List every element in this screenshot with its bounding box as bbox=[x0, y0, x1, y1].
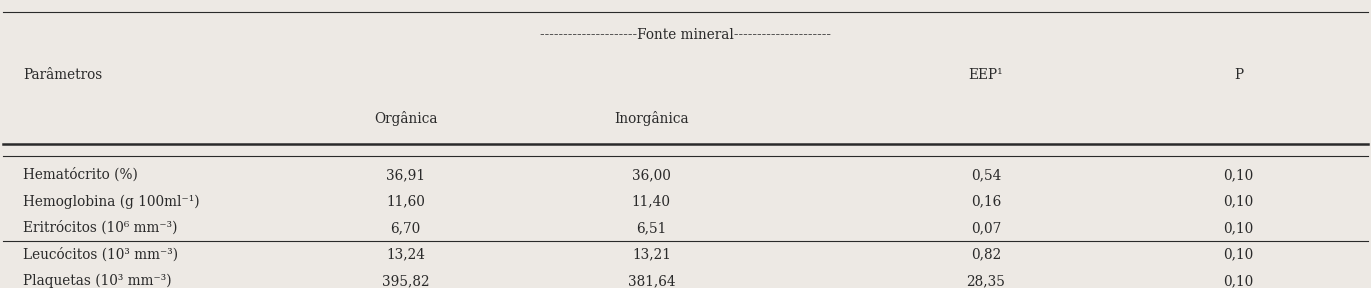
Text: Inorgânica: Inorgânica bbox=[614, 111, 688, 126]
Text: Hemoglobina (g 100ml⁻¹): Hemoglobina (g 100ml⁻¹) bbox=[23, 194, 200, 209]
Text: Eritrócitos (10⁶ mm⁻³): Eritrócitos (10⁶ mm⁻³) bbox=[23, 221, 178, 235]
Text: 395,82: 395,82 bbox=[381, 274, 429, 288]
Text: 13,21: 13,21 bbox=[632, 247, 670, 262]
Text: 6,51: 6,51 bbox=[636, 221, 666, 235]
Text: P: P bbox=[1234, 68, 1243, 82]
Text: 0,16: 0,16 bbox=[971, 194, 1001, 209]
Text: 0,10: 0,10 bbox=[1223, 247, 1253, 262]
Text: 11,40: 11,40 bbox=[632, 194, 670, 209]
Text: 28,35: 28,35 bbox=[967, 274, 1005, 288]
Text: Parâmetros: Parâmetros bbox=[23, 68, 103, 82]
Text: 36,91: 36,91 bbox=[387, 168, 425, 182]
Text: Leucócitos (10³ mm⁻³): Leucócitos (10³ mm⁻³) bbox=[23, 247, 178, 262]
Text: Orgânica: Orgânica bbox=[374, 111, 437, 126]
Text: 0,10: 0,10 bbox=[1223, 194, 1253, 209]
Text: 0,82: 0,82 bbox=[971, 247, 1001, 262]
Text: 0,07: 0,07 bbox=[971, 221, 1001, 235]
Text: 381,64: 381,64 bbox=[628, 274, 675, 288]
Text: 0,10: 0,10 bbox=[1223, 221, 1253, 235]
Text: 0,54: 0,54 bbox=[971, 168, 1001, 182]
Text: 6,70: 6,70 bbox=[391, 221, 421, 235]
Text: EEP¹: EEP¹ bbox=[968, 68, 1004, 82]
Text: Plaquetas (10³ mm⁻³): Plaquetas (10³ mm⁻³) bbox=[23, 274, 171, 288]
Text: Hematócrito (%): Hematócrito (%) bbox=[23, 168, 138, 182]
Text: 0,10: 0,10 bbox=[1223, 168, 1253, 182]
Text: ---------------------Fonte mineral---------------------: ---------------------Fonte mineral------… bbox=[540, 28, 831, 42]
Text: 13,24: 13,24 bbox=[387, 247, 425, 262]
Text: 0,10: 0,10 bbox=[1223, 274, 1253, 288]
Text: 11,60: 11,60 bbox=[387, 194, 425, 209]
Text: 36,00: 36,00 bbox=[632, 168, 670, 182]
